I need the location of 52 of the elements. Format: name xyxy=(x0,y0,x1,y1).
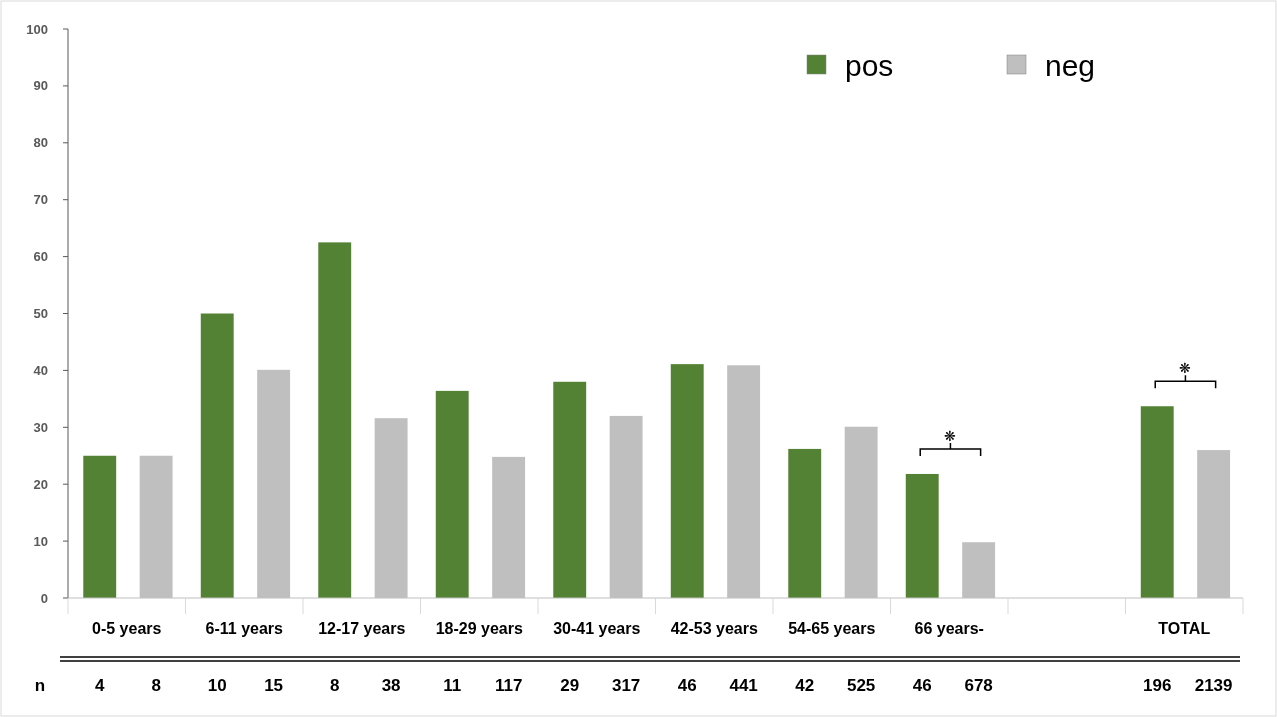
y-tick-label: 90 xyxy=(33,78,48,94)
text: 15 xyxy=(264,676,284,695)
text: 678 xyxy=(964,676,993,695)
x-tick-label: 0-5 years xyxy=(92,620,162,637)
text: 38 xyxy=(381,676,401,695)
text: 196 xyxy=(1143,676,1172,695)
y-tick-label: 40 xyxy=(33,362,48,378)
bar xyxy=(435,390,469,598)
x-tick-label: 66 years- xyxy=(914,620,984,637)
text: n xyxy=(34,676,46,695)
y-tick-label: 100 xyxy=(26,21,48,37)
y-tick-label: 30 xyxy=(33,419,48,435)
bar xyxy=(318,242,352,598)
text: 42 xyxy=(795,676,815,695)
text: 10 xyxy=(207,676,227,695)
legend-label: neg xyxy=(1045,48,1096,82)
y-tick-label: 80 xyxy=(33,135,48,151)
y-tick-label: 60 xyxy=(33,249,48,265)
x-tick-label: 54-65 years xyxy=(788,620,876,637)
y-tick-label: 70 xyxy=(33,192,48,208)
bar xyxy=(200,313,234,598)
bar xyxy=(905,473,939,598)
text: 11 xyxy=(443,676,462,695)
annotation: ❋ xyxy=(1179,360,1192,377)
x-tick-label: 12-17 years xyxy=(318,620,406,637)
text: 46 xyxy=(912,676,932,695)
bar xyxy=(1140,406,1174,598)
text: 4 xyxy=(94,676,105,695)
text: 29 xyxy=(560,676,580,695)
legend-label: pos xyxy=(845,48,894,82)
y-tick-label: 0 xyxy=(40,590,48,606)
text: 2139 xyxy=(1194,676,1233,695)
bar xyxy=(788,448,822,598)
text: 8 xyxy=(329,676,340,695)
text: 46 xyxy=(677,676,697,695)
bar xyxy=(553,381,587,598)
bar xyxy=(670,364,704,598)
x-tick-label: TOTAL xyxy=(1158,620,1211,637)
x-tick-label: 30-41 years xyxy=(553,620,641,637)
text: 8 xyxy=(151,676,161,695)
bar xyxy=(83,455,117,598)
annotation: ❋ xyxy=(944,427,957,444)
text: 441 xyxy=(729,676,758,695)
x-tick-label: 18-29 years xyxy=(435,620,523,637)
x-tick-label: 42-53 years xyxy=(670,620,758,637)
y-tick-label: 50 xyxy=(33,306,48,322)
text: 117 xyxy=(494,676,523,695)
text: 525 xyxy=(846,676,876,695)
x-tick-label: 6-11 years xyxy=(205,620,284,637)
text: 317 xyxy=(611,676,641,695)
y-tick-label: 20 xyxy=(33,476,48,492)
y-tick-label: 10 xyxy=(33,533,48,549)
